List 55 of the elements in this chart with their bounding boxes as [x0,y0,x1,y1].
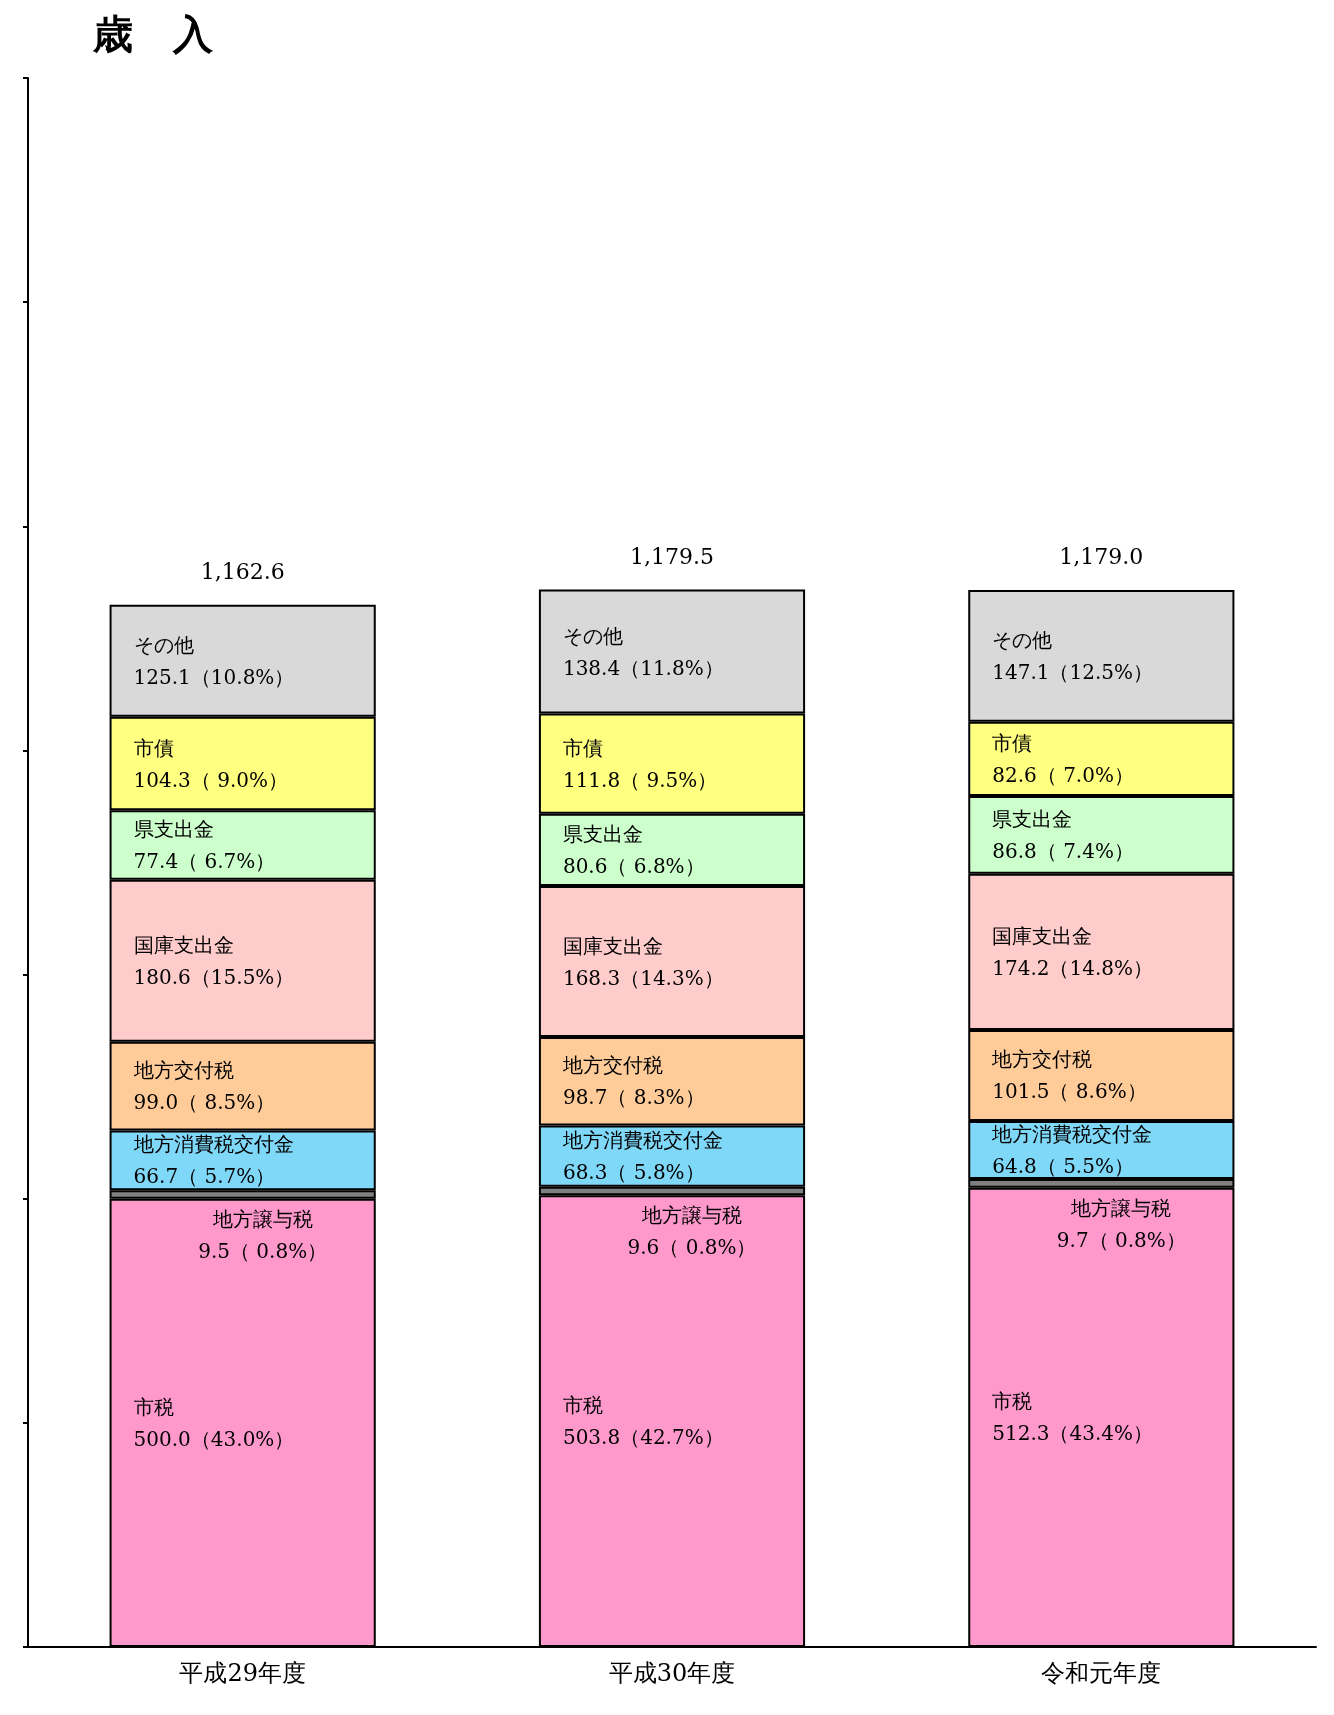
data-label: 104.3（ 9.0%） [133,767,289,792]
series-label: 市税 [133,1394,174,1419]
total-label: 1,179.0 [1059,544,1144,570]
data-label: 86.8（ 7.4%） [992,838,1134,863]
data-label: 180.6（15.5%） [133,964,295,989]
chart-title: 歳 入 [92,9,214,57]
data-label: 77.4（ 6.7%） [133,849,276,874]
text: 市債 [562,735,603,760]
data-label: 101.5（ 8.6%） [992,1079,1147,1104]
text: 地方交付税 [992,1047,1093,1072]
text: 国庫支出金 [992,923,1093,948]
text: 市税 [992,1389,1033,1414]
data-label: 125.1（10.8%） [133,664,295,689]
data-label: 82.6（ 7.0%） [992,762,1134,787]
text: 地方交付税 [133,1058,234,1083]
text: その他 [562,623,623,648]
data-label: 168.3（14.3%） [562,965,724,990]
total-label: 1,179.5 [630,543,714,569]
series-label: 市債 [992,730,1033,755]
text: 地方消費税交付金 [133,1132,294,1157]
data-label: 9.6（ 0.8%） [627,1235,757,1260]
data-label: 68.3（ 5.8%） [562,1160,705,1185]
text: 地方譲与税 [1071,1195,1172,1220]
data-label: 500.0（43.0%） [133,1426,295,1451]
x-tick-label: 令和元年度 [1041,1659,1162,1687]
text: その他 [992,627,1053,652]
data-label: 64.8（ 5.5%） [992,1153,1134,1178]
data-label: 111.8（ 9.5%） [562,767,718,792]
data-label: 138.4（11.8%） [562,655,724,680]
total-label: 1,162.6 [200,559,285,585]
text: 地方譲与税 [642,1203,742,1228]
data-label: 9.7（ 0.8%） [1056,1227,1186,1252]
text: 県支出金 [992,806,1073,831]
x-tick-label: 平成29年度 [179,1659,306,1687]
series-label: 地方譲与税 [211,1206,313,1231]
series-label: 地方交付税 [561,1053,663,1078]
text: 県支出金 [562,821,643,846]
series-label: 国庫支出金 [133,932,234,957]
series-label: 県支出金 [133,817,214,842]
text: 国庫支出金 [562,933,663,958]
text: 市債 [133,735,174,760]
data-label: 66.7（ 5.7%） [133,1164,276,1189]
data-label: 80.6（ 6.8%） [562,853,705,878]
data-label: 512.3（43.4%） [992,1421,1154,1446]
series-label: その他 [133,632,194,657]
data-label: 174.2（14.8%） [992,955,1154,980]
data-label: 98.7（ 8.3%） [562,1085,705,1110]
data-label: 99.0（ 8.5%） [133,1090,276,1115]
x-tick-label: 平成30年度 [608,1659,736,1687]
series-label: 地方消費税交付金 [991,1121,1153,1146]
data-label: 9.5（ 0.8%） [198,1238,328,1263]
data-label: 503.8（42.7%） [562,1425,724,1450]
data-label: 147.1（12.5%） [992,659,1154,684]
text: 市税 [562,1393,603,1418]
text: 地方消費税交付金 [562,1128,723,1153]
